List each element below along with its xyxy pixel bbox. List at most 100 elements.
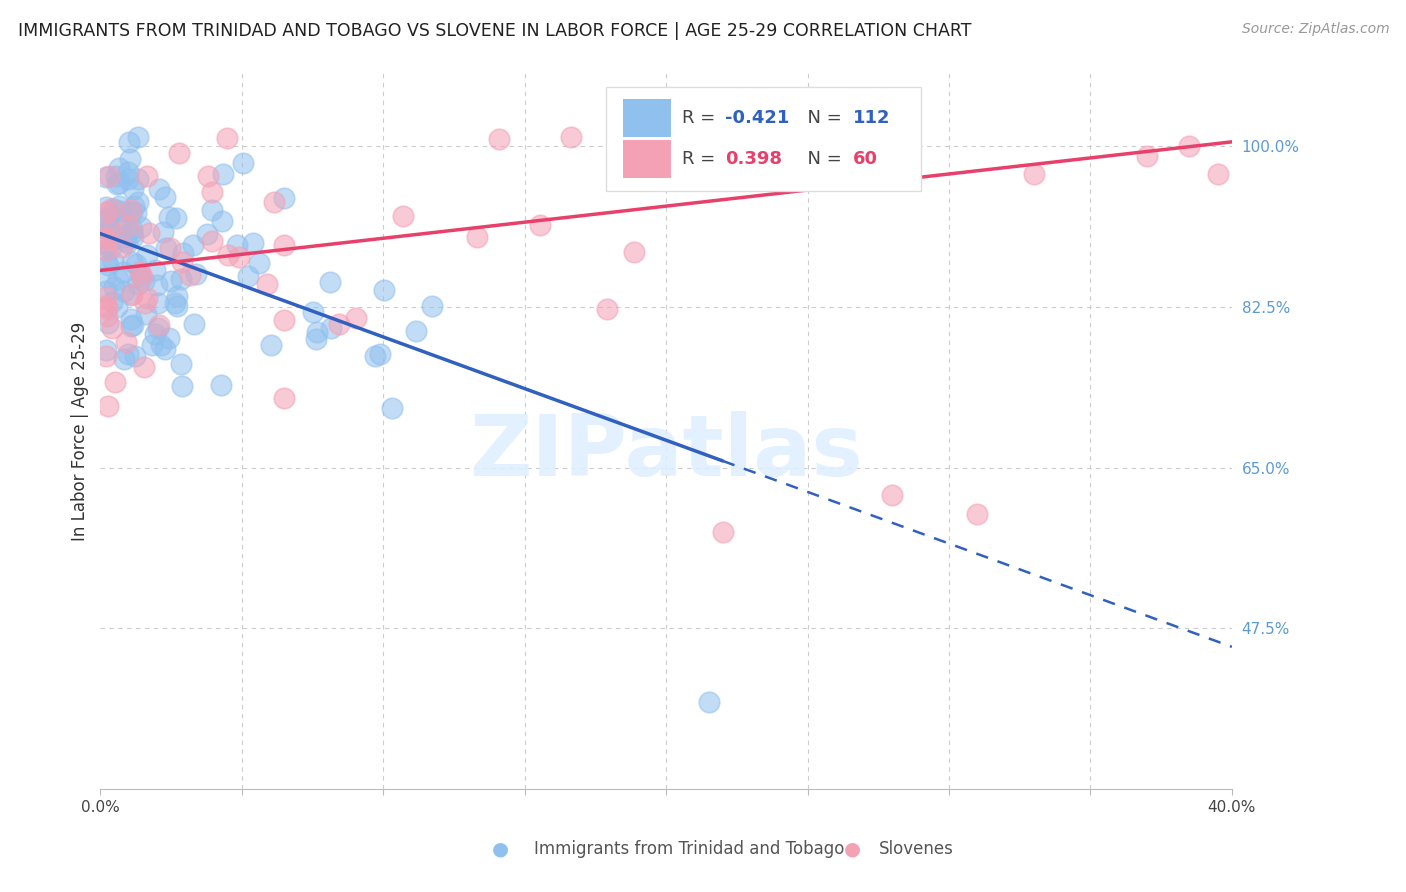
Point xyxy=(170,357,193,371)
Point xyxy=(138,227,160,241)
Point xyxy=(319,275,342,289)
Point xyxy=(97,316,120,330)
Point xyxy=(131,269,153,284)
Point xyxy=(98,223,121,237)
Point xyxy=(96,237,118,252)
Point xyxy=(172,379,194,393)
Point xyxy=(273,391,295,405)
Point xyxy=(228,250,250,264)
Point xyxy=(117,171,139,186)
Point xyxy=(183,317,205,331)
Point xyxy=(1178,139,1201,153)
Point xyxy=(104,376,127,390)
Point xyxy=(181,238,204,252)
Point xyxy=(420,299,443,313)
Point xyxy=(637,141,659,155)
Text: N =: N = xyxy=(796,109,848,127)
Point xyxy=(105,169,128,184)
Point xyxy=(172,255,194,269)
Text: ●: ● xyxy=(844,839,860,859)
Point xyxy=(596,302,619,317)
Point xyxy=(232,155,254,169)
Point xyxy=(153,342,176,356)
Point xyxy=(136,291,159,305)
Point xyxy=(165,211,187,225)
Point xyxy=(96,301,118,316)
Point xyxy=(100,202,122,216)
Point xyxy=(105,177,128,191)
Point xyxy=(122,181,145,195)
Point xyxy=(124,349,146,363)
Point xyxy=(195,227,218,242)
Point xyxy=(96,230,118,244)
Point xyxy=(127,277,149,292)
Point xyxy=(136,248,159,262)
Point xyxy=(209,377,232,392)
Point xyxy=(112,285,135,299)
Text: ZIPatlas: ZIPatlas xyxy=(470,411,863,494)
Point xyxy=(163,296,186,310)
Point xyxy=(172,246,194,260)
Point xyxy=(155,241,177,255)
Point xyxy=(118,153,141,167)
Point xyxy=(112,351,135,366)
Point xyxy=(94,343,117,357)
Point xyxy=(381,401,404,415)
Text: R =: R = xyxy=(682,109,721,127)
Text: Slovenes: Slovenes xyxy=(879,840,953,858)
Point xyxy=(217,248,239,262)
Point xyxy=(121,286,143,301)
Point xyxy=(143,263,166,277)
Point xyxy=(129,219,152,234)
Point xyxy=(134,296,156,310)
Point xyxy=(711,524,734,539)
Point xyxy=(697,695,720,709)
Point xyxy=(170,271,193,285)
Point xyxy=(120,312,142,326)
Point xyxy=(263,194,285,209)
Point xyxy=(108,204,131,219)
Point xyxy=(145,278,167,293)
Text: Source: ZipAtlas.com: Source: ZipAtlas.com xyxy=(1241,22,1389,37)
Point xyxy=(127,130,149,145)
Point xyxy=(882,488,904,502)
Point xyxy=(120,202,142,217)
Point xyxy=(148,318,170,332)
Point xyxy=(488,131,510,145)
Point xyxy=(121,255,143,269)
Point xyxy=(529,218,551,232)
Text: 60: 60 xyxy=(853,150,877,168)
Text: IMMIGRANTS FROM TRINIDAD AND TOBAGO VS SLOVENE IN LABOR FORCE | AGE 25-29 CORREL: IMMIGRANTS FROM TRINIDAD AND TOBAGO VS S… xyxy=(18,22,972,40)
Point xyxy=(373,283,395,297)
Point xyxy=(148,321,170,335)
Point xyxy=(94,290,117,304)
Point xyxy=(111,240,134,254)
Text: 0.398: 0.398 xyxy=(725,150,782,168)
Point xyxy=(273,313,295,327)
Point xyxy=(112,230,135,244)
Point xyxy=(623,244,645,259)
Point xyxy=(186,267,208,281)
Point xyxy=(97,258,120,272)
Point xyxy=(179,268,201,282)
Point xyxy=(200,202,222,217)
Point xyxy=(167,146,190,161)
Text: Immigrants from Trinidad and Tobago: Immigrants from Trinidad and Tobago xyxy=(534,840,845,858)
Point xyxy=(94,211,117,225)
Text: ●: ● xyxy=(492,839,509,859)
Point xyxy=(146,295,169,310)
Point xyxy=(103,280,125,294)
Point xyxy=(1206,167,1229,181)
Point xyxy=(94,170,117,185)
Point xyxy=(121,226,143,240)
Point xyxy=(94,299,117,313)
Point xyxy=(260,337,283,351)
Point xyxy=(124,206,146,220)
Point xyxy=(364,349,387,363)
Point xyxy=(111,211,134,226)
Point xyxy=(100,223,122,237)
Point xyxy=(135,169,157,183)
Point xyxy=(157,331,180,345)
Point xyxy=(111,265,134,279)
Point xyxy=(141,338,163,352)
